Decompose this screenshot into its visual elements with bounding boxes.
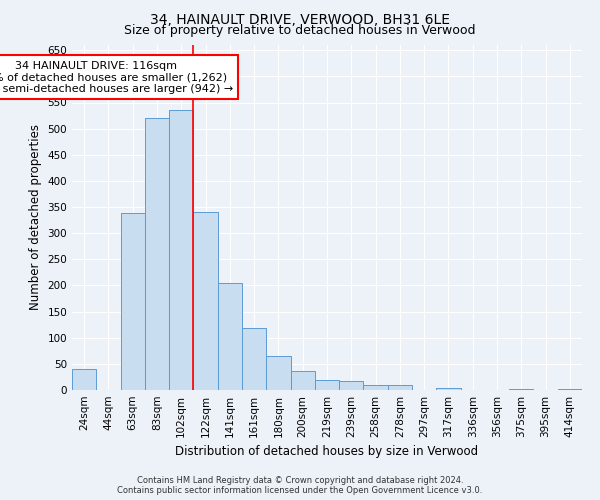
Bar [72, 369, 96, 390]
Y-axis label: Number of detached properties: Number of detached properties [29, 124, 42, 310]
Bar [315, 380, 339, 390]
Text: Contains HM Land Registry data © Crown copyright and database right 2024.
Contai: Contains HM Land Registry data © Crown c… [118, 476, 482, 495]
Bar [266, 356, 290, 390]
Text: 34 HAINAULT DRIVE: 116sqm
← 57% of detached houses are smaller (1,262)
42% of se: 34 HAINAULT DRIVE: 116sqm ← 57% of detac… [0, 60, 233, 94]
Bar [145, 118, 169, 390]
Bar [193, 212, 218, 390]
Bar [242, 328, 266, 390]
Text: 34, HAINAULT DRIVE, VERWOOD, BH31 6LE: 34, HAINAULT DRIVE, VERWOOD, BH31 6LE [150, 12, 450, 26]
Bar [388, 385, 412, 390]
Bar [509, 389, 533, 390]
Bar [218, 284, 242, 390]
Bar [436, 388, 461, 390]
Bar [364, 385, 388, 390]
Bar [169, 110, 193, 390]
Text: Size of property relative to detached houses in Verwood: Size of property relative to detached ho… [124, 24, 476, 37]
Bar [339, 381, 364, 390]
Bar [290, 370, 315, 390]
Bar [558, 389, 582, 390]
Bar [121, 214, 145, 390]
X-axis label: Distribution of detached houses by size in Verwood: Distribution of detached houses by size … [175, 446, 479, 458]
